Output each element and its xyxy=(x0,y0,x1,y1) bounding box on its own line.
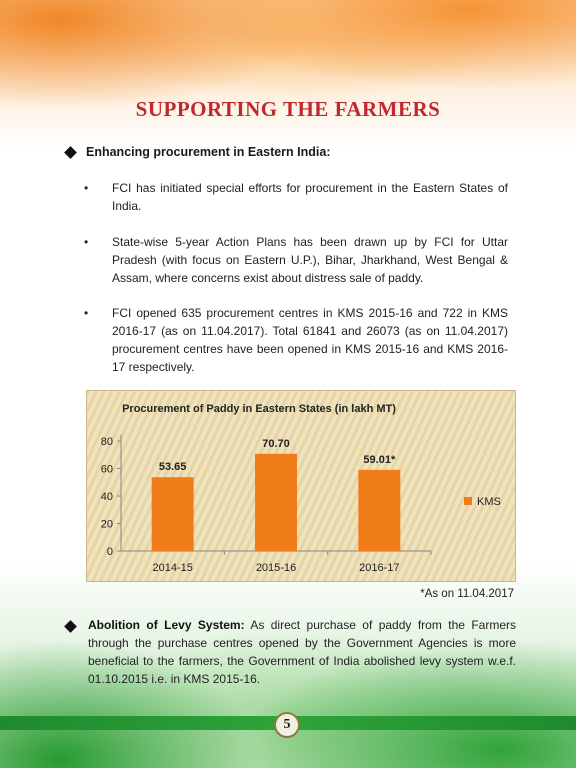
bar-data-label: 59.01* xyxy=(363,454,396,466)
bullet-text: FCI opened 635 procurement centres in KM… xyxy=(112,306,508,374)
bullet-item: • State-wise 5-year Action Plans has bee… xyxy=(84,233,508,287)
y-tick-label: 60 xyxy=(101,464,113,476)
saffron-background xyxy=(0,0,576,150)
page-number: 5 xyxy=(274,712,300,738)
bullet-text: State-wise 5-year Action Plans has been … xyxy=(112,235,508,285)
y-tick-label: 20 xyxy=(101,519,113,531)
bullet-item: • FCI has initiated special efforts for … xyxy=(84,179,508,215)
bullet-icon: • xyxy=(84,181,89,195)
bar-data-label: 53.65 xyxy=(159,461,187,473)
y-tick-label: 0 xyxy=(107,546,113,558)
chart-panel: Procurement of Paddy in Eastern States (… xyxy=(86,390,516,582)
x-tick-label: 2016-17 xyxy=(359,562,399,574)
bullet-icon: • xyxy=(84,306,89,320)
bar-data-label: 70.70 xyxy=(262,438,290,450)
bullet-icon: • xyxy=(84,235,89,249)
bar-chart: 0 20 40 60 80 53.65 2014-15 70.70 2015-16 59.01* 2… xyxy=(101,435,501,574)
chart-footnote: *As on 11.04.2017 xyxy=(420,588,514,600)
y-tick-label: 80 xyxy=(101,436,113,448)
levy-body: As direct purchase of paddy from the Far… xyxy=(88,618,516,686)
bar xyxy=(358,469,401,551)
x-tick-label: 2015-16 xyxy=(256,562,296,574)
levy-paragraph: Abolition of Levy System: As direct purc… xyxy=(88,616,516,688)
bar xyxy=(151,477,194,551)
section-heading-procurement: Enhancing procurement in Eastern India: xyxy=(86,145,331,159)
x-tick-label: 2014-15 xyxy=(152,562,192,574)
levy-heading: Abolition of Levy System: xyxy=(88,618,245,632)
bullet-text: FCI has initiated special efforts for pr… xyxy=(112,181,508,213)
bullet-item: • FCI opened 635 procurement centres in … xyxy=(84,304,508,376)
legend-swatch xyxy=(464,497,472,505)
bar xyxy=(255,453,297,551)
y-tick-label: 40 xyxy=(101,491,113,503)
legend-label: KMS xyxy=(477,496,501,508)
page-title: SUPPORTING THE FARMERS xyxy=(135,97,441,121)
chart-title: Procurement of Paddy in Eastern States (… xyxy=(122,403,396,415)
